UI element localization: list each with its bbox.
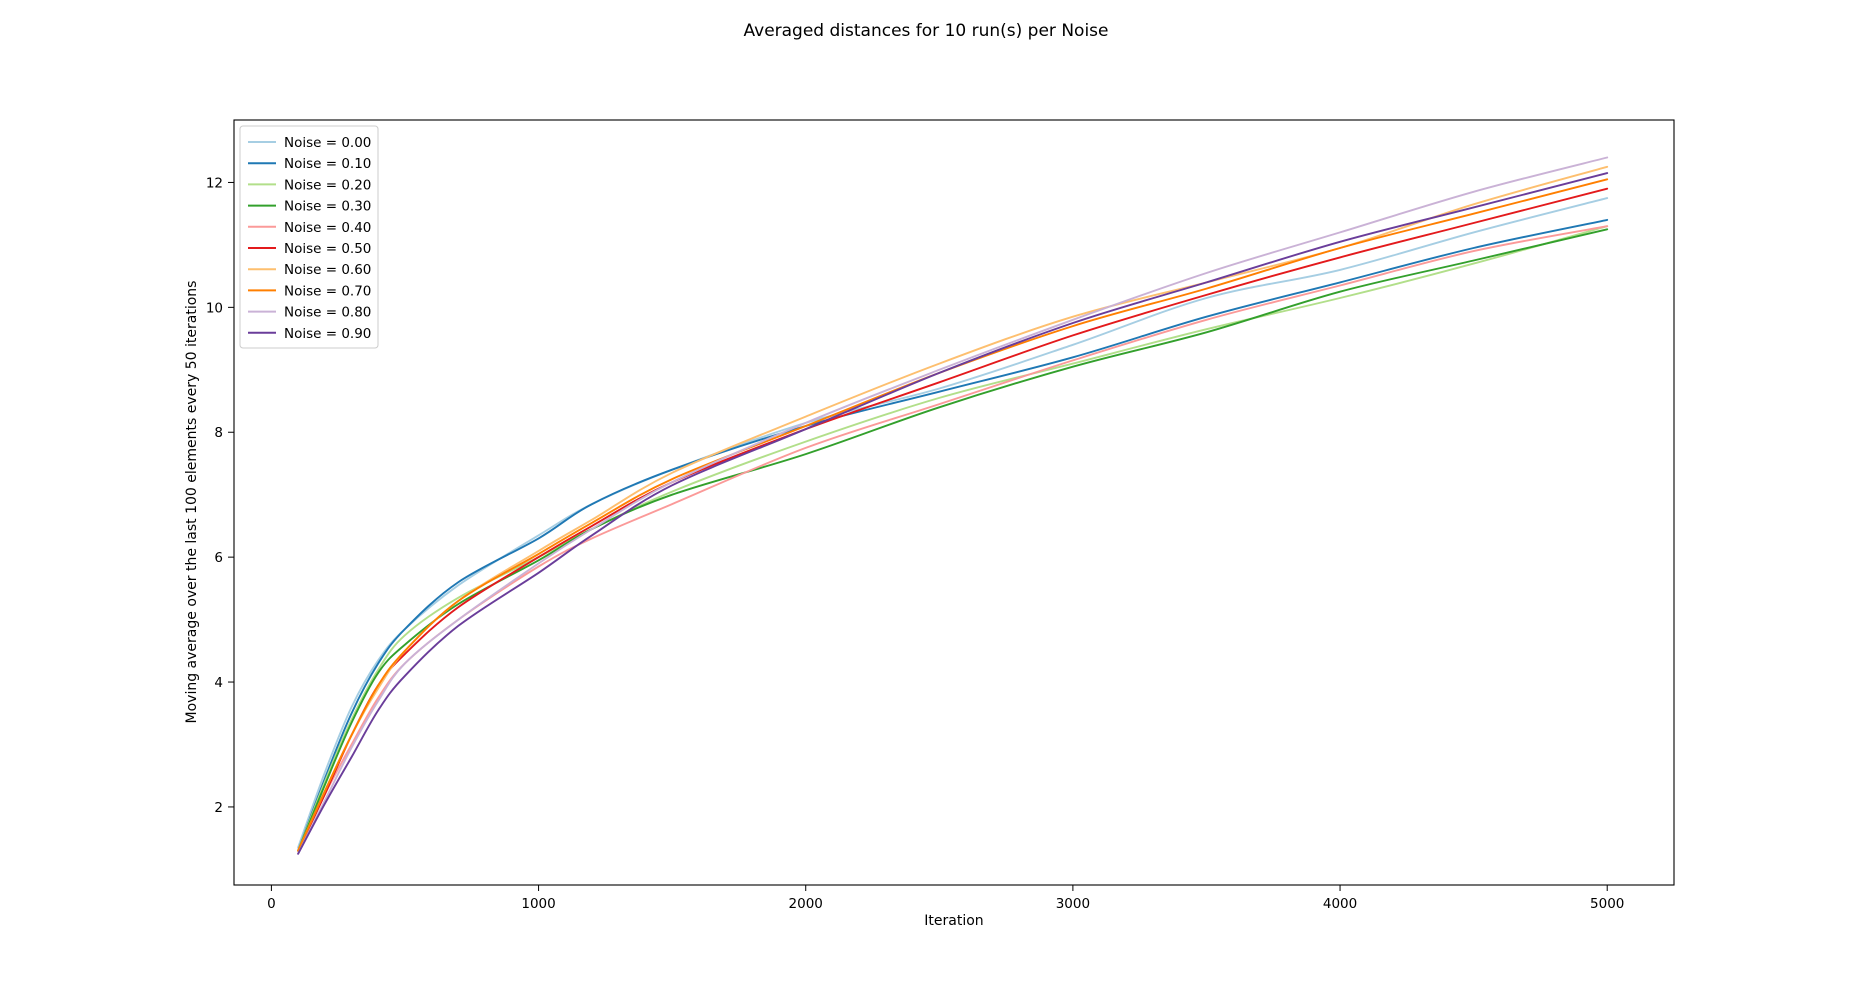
y-tick-label-4: 4 — [214, 675, 223, 691]
x-axis-label: Iteration — [924, 913, 983, 929]
x-axis: 0 1000 2000 3000 4000 5000 — [267, 885, 1624, 912]
x-tick-label-2000: 2000 — [789, 896, 823, 912]
y-tick-label-6: 6 — [214, 550, 223, 566]
legend-box — [239, 125, 379, 349]
series-line-8 — [297, 156, 1609, 855]
x-tick-label-4000: 4000 — [1323, 896, 1357, 912]
legend-label-4: Noise = 0.40 — [284, 220, 371, 236]
legend-label-8: Noise = 0.80 — [284, 305, 371, 321]
series-line-3 — [297, 228, 1609, 852]
legend: Noise = 0.00 Noise = 0.10 Noise = 0.20 Nois… — [239, 125, 379, 349]
plot-frame — [233, 119, 1675, 886]
x-tick-label-0: 0 — [267, 896, 276, 912]
legend-label-9: Noise = 0.90 — [284, 326, 371, 342]
legend-label-6: Noise = 0.60 — [284, 262, 371, 278]
legend-label-5: Noise = 0.50 — [284, 241, 371, 257]
chart-title: Averaged distances for 10 run(s) per Noi… — [744, 21, 1109, 41]
y-tick-label-2: 2 — [214, 800, 223, 816]
y-tick-label-10: 10 — [206, 300, 223, 316]
y-axis-label: Moving average over the last 100 element… — [184, 281, 200, 724]
y-axis: 2 4 6 8 10 12 — [206, 175, 234, 816]
series-line-4 — [297, 225, 1609, 852]
series-line-2 — [297, 225, 1609, 852]
plot-area — [233, 119, 1675, 886]
series-lines — [297, 156, 1609, 855]
legend-label-1: Noise = 0.10 — [284, 156, 371, 172]
series-line-9 — [297, 172, 1609, 855]
x-tick-label-1000: 1000 — [521, 896, 555, 912]
x-tick-label-3000: 3000 — [1056, 896, 1090, 912]
legend-label-2: Noise = 0.20 — [284, 177, 371, 193]
y-tick-label-12: 12 — [206, 175, 223, 191]
legend-label-3: Noise = 0.30 — [284, 199, 371, 215]
legend-label-0: Noise = 0.00 — [284, 135, 371, 151]
y-tick-label-8: 8 — [214, 425, 223, 441]
x-tick-label-5000: 5000 — [1590, 896, 1624, 912]
legend-label-7: Noise = 0.70 — [284, 283, 371, 299]
